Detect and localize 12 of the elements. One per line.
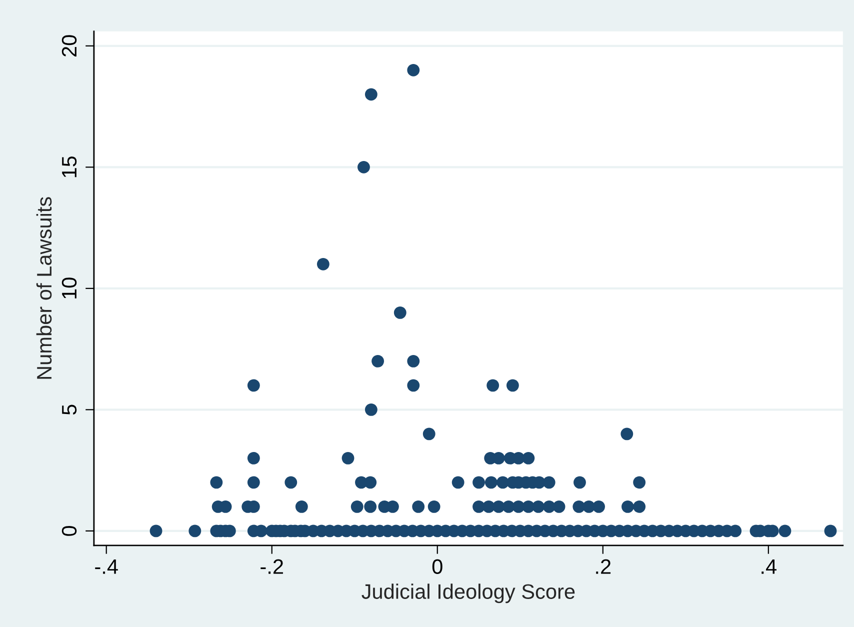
x-tick-label: .4 [762, 559, 776, 574]
x-tick-label: 0 [432, 559, 442, 574]
y-tick-label: 0 [62, 526, 77, 536]
y-tick-label: 20 [62, 35, 77, 56]
x-tick-label: .2 [596, 559, 611, 574]
y-axis-title: Number of Lawsuits [36, 197, 52, 379]
y-tick-label: 10 [62, 278, 77, 298]
y-tick-label: 5 [62, 404, 77, 415]
y-tick-label: 15 [62, 156, 77, 178]
x-tick-label: -.2 [260, 559, 283, 574]
x-axis-title: Judicial Ideology Score [362, 584, 575, 604]
x-tick-label: -.4 [95, 559, 118, 574]
